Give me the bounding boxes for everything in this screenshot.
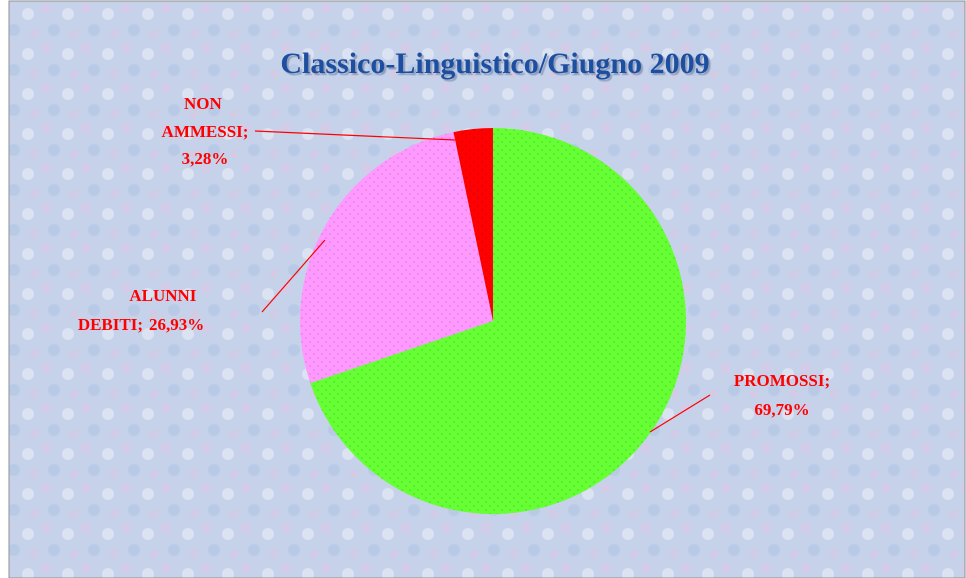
slice-value-label: 69,79% (754, 400, 809, 419)
leader-line (261, 239, 326, 313)
slice-label: ALUNNI DEBITI; (78, 286, 201, 334)
leader-line (254, 130, 456, 141)
slice-label: NON AMMESSI; (162, 94, 249, 141)
slice-value-label: 26,93% (149, 315, 204, 334)
chart-title: Classico-Linguistico/Giugno 2009 (280, 47, 709, 80)
label-line: ALUNNI (129, 286, 200, 305)
label-line: DEBITI; (78, 315, 143, 334)
label-line: PROMOSSI; (734, 371, 830, 390)
slice-texture (300, 132, 493, 384)
label-line: NON (184, 94, 226, 113)
slice-label: PROMOSSI; (734, 371, 830, 390)
slice-texture (453, 128, 493, 321)
leader-line (649, 394, 711, 433)
slice-value-label: 3,28% (182, 149, 229, 168)
label-line: AMMESSI; (162, 122, 249, 141)
slice-texture (310, 128, 686, 514)
